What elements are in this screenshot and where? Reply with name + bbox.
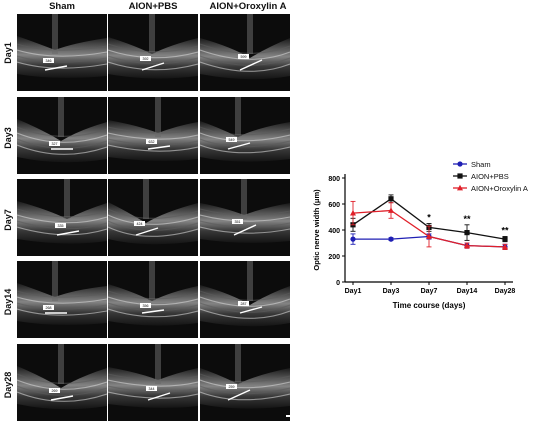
scale-bar (286, 415, 293, 417)
svg-text:549: 549 (229, 138, 235, 142)
y-tick-label: 200 (328, 254, 340, 261)
oct-scan-panel: 392 (108, 14, 198, 91)
oct-scan-panel: 356 (108, 261, 198, 338)
svg-text:335: 335 (58, 224, 64, 228)
x-tick-label: Day3 (383, 288, 400, 295)
svg-text:344: 344 (149, 387, 155, 391)
data-point (457, 173, 463, 179)
oct-scan-panel: 632 (108, 97, 198, 174)
x-tick-label: Day7 (421, 288, 438, 295)
y-tick-label: 0 (336, 280, 340, 287)
x-tick-label: Day1 (345, 288, 362, 295)
data-point (502, 243, 508, 250)
y-tick-label: 800 (328, 176, 340, 183)
column-header-aion-oroxylin: AION+Oroxylin A (209, 1, 287, 12)
svg-text:268: 268 (46, 306, 52, 310)
svg-text:259: 259 (229, 385, 235, 389)
y-axis-label: Optic nerve width (μm) (312, 189, 321, 271)
legend-label: AION+Oroxylin A (471, 184, 528, 193)
column-header-sham: Sham (49, 1, 75, 12)
svg-text:327: 327 (52, 142, 58, 146)
column-header-aion-pbs: AION+PBS (128, 1, 178, 12)
svg-text:351: 351 (235, 220, 241, 224)
legend: Sham AION+PBS AION+Oroxylin A (453, 160, 528, 193)
oct-scan-panel: 346 (17, 14, 107, 91)
oct-scan-panel: 259 (200, 344, 290, 421)
data-point (464, 230, 470, 236)
oct-scan-panel: 344 (108, 344, 198, 421)
oct-scan-panel: 424 (108, 179, 198, 256)
data-point (388, 236, 394, 242)
svg-text:599: 599 (241, 55, 247, 59)
x-axis-label: Time course (days) (393, 301, 466, 310)
svg-text:356: 356 (143, 304, 149, 308)
y-tick-label: 600 (328, 202, 340, 209)
oct-scan-panel: 335 (17, 179, 107, 256)
oct-scan-panel: 269 (17, 344, 107, 421)
svg-text:392: 392 (143, 57, 149, 61)
svg-text:632: 632 (149, 140, 155, 144)
row-label-day28: Day28 (3, 371, 13, 399)
data-point (457, 161, 463, 167)
svg-text:346: 346 (46, 59, 52, 63)
data-point (457, 184, 463, 191)
oct-scan-panel: 549 (200, 97, 290, 174)
svg-text:287: 287 (241, 302, 247, 306)
row-label-day7: Day7 (3, 209, 13, 231)
series-2 (350, 200, 508, 250)
data-point (388, 207, 394, 213)
data-point (502, 236, 508, 242)
oct-scan-panel: 599 (200, 14, 290, 91)
svg-text:424: 424 (137, 222, 143, 226)
significance-marker: ** (463, 214, 471, 224)
x-tick-label: Day14 (457, 288, 478, 295)
data-point (426, 233, 432, 239)
data-point (350, 236, 356, 242)
significance-marker: ** (501, 226, 509, 236)
data-point (350, 209, 356, 216)
legend-label: Sham (471, 160, 491, 169)
optic-nerve-width-chart: 0 200 400 600 800 Day1 Day3 Day7 Day14 Day28 Time … (312, 160, 528, 310)
row-label-day1: Day1 (3, 42, 13, 64)
data-point (388, 196, 394, 202)
row-label-day14: Day14 (3, 288, 13, 316)
legend-label: AION+PBS (471, 172, 509, 181)
svg-text:269: 269 (52, 389, 58, 393)
oct-scan-panel: 327 (17, 97, 107, 174)
oct-scan-panel: 351 (200, 179, 290, 256)
y-tick-label: 400 (328, 228, 340, 235)
oct-scan-panel: 268 (17, 261, 107, 338)
data-point (464, 242, 470, 248)
oct-scan-panel: 287 (200, 261, 290, 338)
significance-marker: * (427, 213, 431, 223)
row-label-day3: Day3 (3, 127, 13, 149)
x-tick-label: Day28 (495, 288, 516, 295)
